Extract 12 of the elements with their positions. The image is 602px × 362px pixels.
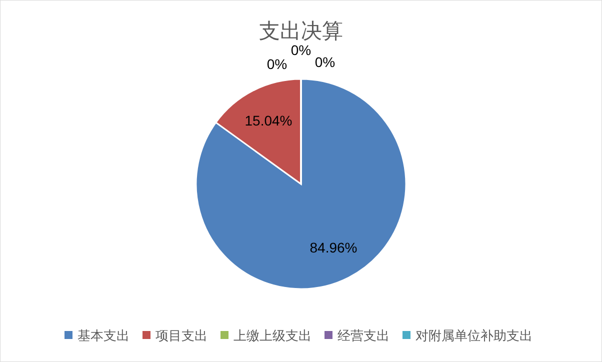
text: 0% xyxy=(290,42,312,58)
pie-slice xyxy=(195,78,407,290)
legend-label: 项目支出 xyxy=(156,328,208,343)
data-label: 84.96% xyxy=(310,240,358,256)
legend-label: 上缴上级支出 xyxy=(234,328,312,343)
text: 0% xyxy=(266,56,288,72)
legend-label: 基本支出 xyxy=(78,328,130,343)
text: 0% xyxy=(314,54,336,70)
chart-title: 支出决算 xyxy=(259,20,343,43)
legend-label: 经营支出 xyxy=(338,328,390,343)
data-label: 15.04% xyxy=(244,112,292,128)
legend-label: 对附属单位补助支出 xyxy=(416,328,532,343)
